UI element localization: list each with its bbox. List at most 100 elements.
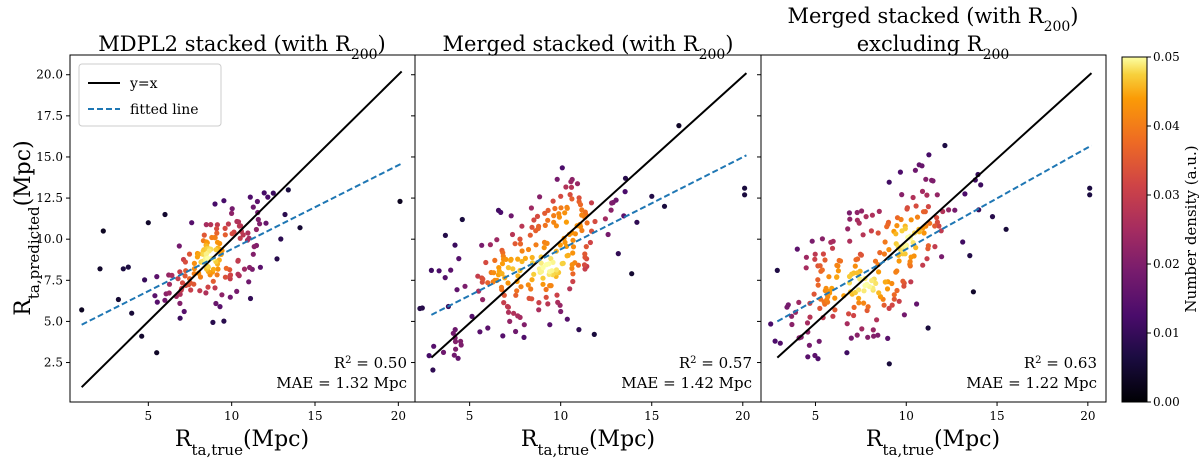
scatter-point xyxy=(213,247,219,253)
scatter-point xyxy=(885,335,891,341)
scatter-point xyxy=(919,163,925,169)
scatter-point xyxy=(227,294,233,300)
scatter-point xyxy=(186,251,193,257)
scatter-point xyxy=(859,208,865,214)
scatter-point xyxy=(854,270,861,276)
scatter-point xyxy=(846,273,853,280)
scatter-point xyxy=(874,317,880,323)
axis-ticks: 5 10 15 20 2.5 5.0 7.5 10.0 12.5 15.0 17.5 20.0 xyxy=(36,68,406,423)
scatter-point xyxy=(860,232,866,238)
scatter-point xyxy=(952,207,958,213)
scatter-point xyxy=(297,225,303,231)
scatter-point xyxy=(896,298,902,304)
scatter-point xyxy=(848,335,854,341)
scatter-point xyxy=(528,205,535,211)
scatter-point xyxy=(120,266,126,272)
scatter-point xyxy=(789,321,795,328)
scatter-point xyxy=(235,258,241,264)
colorbar-label: Number density (a.u.) xyxy=(1182,145,1200,312)
scatter-point xyxy=(807,314,813,320)
scatter-point xyxy=(247,264,253,271)
scatter-point xyxy=(554,176,560,182)
x-tick-label: 20 xyxy=(391,409,406,423)
scatter-point xyxy=(846,311,852,317)
scatter-point xyxy=(854,332,860,338)
scatter-point xyxy=(547,269,553,275)
scatter-point xyxy=(894,287,900,294)
scatter-point xyxy=(182,273,188,279)
y-tick-label: 17.5 xyxy=(36,109,63,123)
scatter-point xyxy=(494,237,500,243)
scatter-point xyxy=(602,216,609,222)
scatter-point xyxy=(803,265,809,271)
scatter-point xyxy=(576,327,582,333)
scatter-point xyxy=(550,198,556,204)
scatter-point xyxy=(925,204,932,210)
scatter-point xyxy=(487,242,493,248)
scatter-point xyxy=(856,295,862,301)
scatter-point xyxy=(577,202,584,208)
scatter-point xyxy=(563,184,569,190)
scatter-point xyxy=(558,193,564,199)
colorbar-gradient xyxy=(1121,56,1148,403)
scatter-point xyxy=(835,263,841,269)
scatter-point xyxy=(197,274,204,280)
scatter-point xyxy=(436,268,442,274)
scatter-point xyxy=(934,192,940,198)
scatter-point xyxy=(529,254,535,261)
x-axis-label: Rta,true(Mpc) xyxy=(175,427,309,458)
scatter-point xyxy=(812,352,818,359)
x-tick-label: 20 xyxy=(1080,409,1095,423)
scatter-point xyxy=(584,220,590,226)
scatter-point xyxy=(499,261,506,267)
scatter-point xyxy=(568,184,575,190)
scatter-point xyxy=(225,221,231,227)
x-tick-label: 15 xyxy=(644,409,659,423)
scatter-point xyxy=(876,208,882,214)
scatter-point xyxy=(214,230,220,236)
scatter-point xyxy=(514,288,520,294)
panel-title: MDPL2 stacked (with R200) xyxy=(98,32,386,63)
scatter-point xyxy=(480,276,486,282)
scatter-point xyxy=(169,272,175,278)
scatter-point xyxy=(832,295,838,301)
scatter-point xyxy=(823,285,829,291)
scatter-point xyxy=(815,282,821,288)
scatter-point xyxy=(912,167,919,173)
scatter-point xyxy=(177,300,183,306)
scatter-point xyxy=(282,211,288,218)
scatter-point xyxy=(742,192,748,198)
scatter-point xyxy=(893,269,899,275)
scatter-point xyxy=(79,307,85,313)
scatter-point xyxy=(913,245,919,251)
scatter-point xyxy=(241,266,248,272)
scatter-point xyxy=(588,200,595,206)
scatter-point xyxy=(525,282,531,288)
scatter-point xyxy=(891,292,897,298)
scatter-point xyxy=(505,280,511,286)
legend-box xyxy=(78,63,222,127)
scatter-point xyxy=(574,181,581,187)
scatter-point xyxy=(847,238,853,244)
scatter-point xyxy=(889,302,895,308)
scatter-point xyxy=(551,213,557,219)
scatter-point xyxy=(237,235,243,241)
scatter-point xyxy=(834,274,840,280)
scatter-point xyxy=(875,230,881,236)
scatter-point xyxy=(428,267,434,273)
scatter-point xyxy=(454,287,460,293)
scatter-point xyxy=(570,271,576,277)
colorbar-tick-label: 0.00 xyxy=(1153,395,1180,409)
scatter-point xyxy=(448,267,454,273)
scatter-point xyxy=(253,226,259,233)
scatter-point xyxy=(914,214,921,220)
scatter-point xyxy=(263,220,269,226)
scatter-point xyxy=(531,217,537,223)
scatter-point xyxy=(854,209,860,216)
scatter-point xyxy=(522,255,529,261)
scatter-point xyxy=(881,302,887,308)
scatter-point xyxy=(881,251,888,257)
scatter-point xyxy=(908,254,914,260)
scatter-point xyxy=(934,215,940,221)
scatter-point xyxy=(215,266,221,272)
